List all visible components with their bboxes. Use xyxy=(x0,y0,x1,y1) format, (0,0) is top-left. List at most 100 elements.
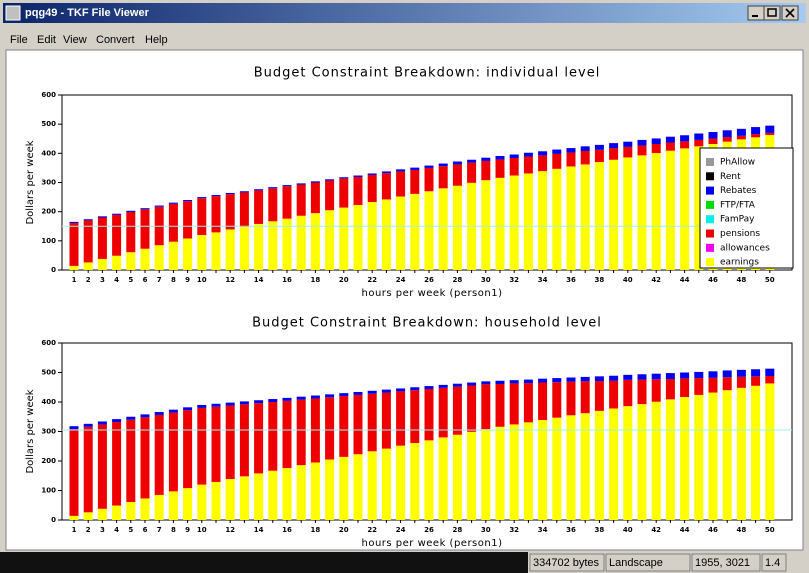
legend-label: FamPay xyxy=(720,215,755,225)
bar-segment xyxy=(211,406,221,482)
x-tick-label: 1 xyxy=(72,526,77,534)
bar-segment xyxy=(637,145,647,156)
y-tick-label: 600 xyxy=(41,339,56,347)
bar-segment xyxy=(651,144,661,154)
bar-segment xyxy=(168,241,178,270)
y-tick-label: 300 xyxy=(41,428,56,436)
bar-segment xyxy=(765,383,775,520)
bar-segment xyxy=(310,395,320,399)
bar-segment xyxy=(97,424,107,509)
bar-segment xyxy=(211,232,221,270)
bar-segment xyxy=(396,391,406,446)
bar-segment xyxy=(367,202,377,270)
bar-segment xyxy=(339,456,349,520)
menu-item[interactable]: Convert xyxy=(96,34,135,46)
menu-item[interactable]: View xyxy=(63,34,87,46)
bar-segment xyxy=(609,380,619,409)
bar-segment xyxy=(168,203,178,242)
bar-segment xyxy=(424,191,434,270)
bar-segment xyxy=(367,451,377,520)
bar-segment xyxy=(495,380,505,385)
bar-segment xyxy=(481,381,491,385)
x-tick-label: 50 xyxy=(765,276,775,284)
bar-segment xyxy=(566,415,576,520)
y-tick-label: 100 xyxy=(41,487,56,495)
menu-item[interactable]: File xyxy=(10,34,28,46)
bar-segment xyxy=(83,262,93,270)
status-text: 1.4 xyxy=(765,557,780,569)
bar-segment xyxy=(765,368,775,377)
bar-segment xyxy=(694,139,704,147)
bar-segment xyxy=(538,151,548,156)
legend-swatch xyxy=(706,215,714,224)
x-axis-label: hours per week (person1) xyxy=(362,288,503,299)
x-tick-label: 2 xyxy=(86,276,91,284)
bar-segment xyxy=(594,410,604,520)
bar-segment xyxy=(282,218,292,270)
x-tick-label: 16 xyxy=(282,526,292,534)
status-panel xyxy=(691,553,761,572)
bar-segment xyxy=(481,180,491,270)
bar-segment xyxy=(126,252,136,270)
minimize-button[interactable] xyxy=(747,5,765,21)
window-title: pqg49 - TKF File Viewer xyxy=(25,7,150,19)
bar-segment xyxy=(83,426,93,513)
bar-segment xyxy=(580,376,590,382)
x-tick-label: 9 xyxy=(185,526,190,534)
bar-segment xyxy=(140,208,150,210)
bar-segment xyxy=(268,470,278,520)
x-tick-label: 42 xyxy=(651,526,661,534)
bar-segment xyxy=(566,166,576,270)
legend-swatch xyxy=(706,229,714,238)
bar-segment xyxy=(694,146,704,270)
bar-segment xyxy=(665,142,675,151)
bar-segment xyxy=(708,138,718,144)
y-tick-label: 300 xyxy=(41,179,56,187)
bar-segment xyxy=(367,390,377,394)
bar-segment xyxy=(623,146,633,158)
bar-segment xyxy=(538,419,548,520)
bar-segment xyxy=(339,177,349,179)
bar-segment xyxy=(481,384,491,430)
bar-segment xyxy=(396,169,406,172)
bar-segment xyxy=(552,149,562,154)
bar-segment xyxy=(310,182,320,214)
bar-segment xyxy=(623,406,633,520)
x-tick-label: 7 xyxy=(157,276,162,284)
bar-segment xyxy=(353,391,363,395)
menu-item[interactable]: Edit xyxy=(37,34,56,46)
bar-segment xyxy=(424,167,434,192)
bar-segment xyxy=(736,369,746,377)
x-axis-label: hours per week (person1) xyxy=(362,538,503,549)
bar-segment xyxy=(154,245,164,270)
bar-segment xyxy=(112,255,122,270)
bar-segment xyxy=(580,413,590,520)
bar-segment xyxy=(680,372,690,379)
bar-segment xyxy=(183,407,193,411)
legend-swatch xyxy=(706,200,714,209)
bar-segment xyxy=(183,201,193,239)
bar-segment xyxy=(296,184,306,216)
x-tick-label: 38 xyxy=(595,276,605,284)
bar-segment xyxy=(736,135,746,140)
bar-segment xyxy=(552,153,562,169)
bar-segment xyxy=(637,139,647,146)
bar-segment xyxy=(410,167,420,170)
bar-segment xyxy=(580,381,590,414)
bar-segment xyxy=(268,399,278,402)
bar-segment xyxy=(126,210,136,212)
bar-segment xyxy=(410,443,420,520)
bar-segment xyxy=(680,378,690,397)
bar-segment xyxy=(211,403,221,407)
bar-segment xyxy=(396,196,406,270)
maximize-button[interactable] xyxy=(763,5,781,21)
bar-segment xyxy=(481,429,491,520)
bar-segment xyxy=(296,215,306,270)
bar-segment xyxy=(183,200,193,202)
legend-label: PhAllow xyxy=(720,158,755,168)
app-icon xyxy=(5,5,21,21)
window-buttons[interactable] xyxy=(747,5,799,21)
menu-item[interactable]: Help xyxy=(145,34,168,46)
bar-segment xyxy=(722,377,732,391)
bar-segment xyxy=(296,465,306,520)
